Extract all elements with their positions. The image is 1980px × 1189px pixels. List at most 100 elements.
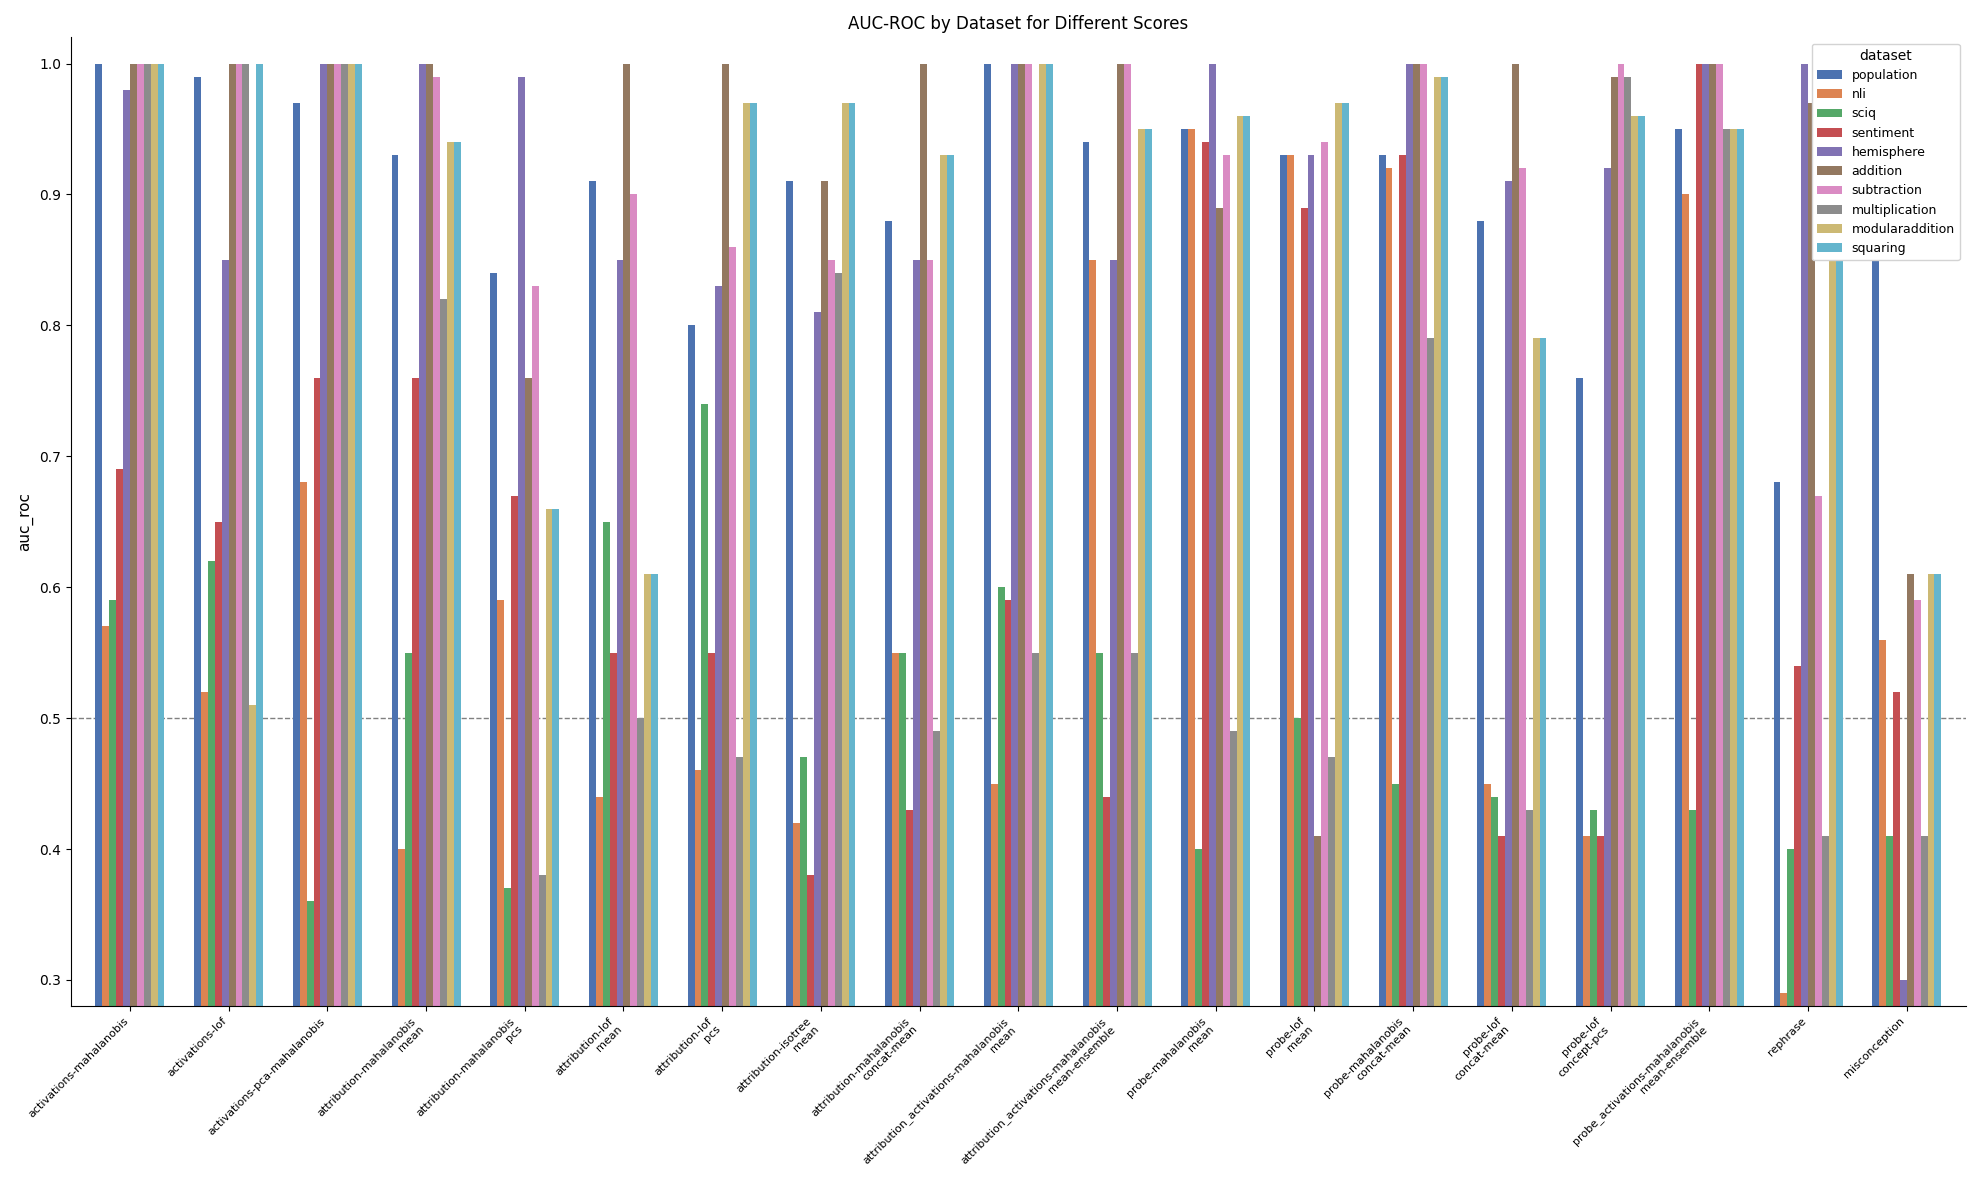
Bar [426,63,434,1189]
Bar [1398,155,1406,1189]
Bar [1538,339,1546,1189]
Bar [998,587,1004,1189]
Bar [440,300,447,1189]
Bar [1032,653,1040,1189]
Bar [1681,195,1687,1189]
Bar [1576,378,1582,1189]
Bar [517,76,525,1189]
Bar [341,63,348,1189]
Bar [1533,339,1538,1189]
Bar [800,757,806,1189]
Bar [1879,640,1885,1189]
Bar [1279,155,1287,1189]
Bar [1180,128,1188,1189]
Bar [616,260,624,1189]
Bar [1117,63,1123,1189]
Bar [820,182,828,1189]
Bar [709,653,715,1189]
Bar [695,770,701,1189]
Bar [913,260,919,1189]
Bar [1208,63,1216,1189]
Bar [1378,155,1384,1189]
Bar [1673,128,1681,1189]
Bar [1420,63,1426,1189]
Bar [1137,128,1144,1189]
Bar [313,378,321,1189]
Bar [214,522,222,1189]
Bar [236,63,242,1189]
Bar [1202,141,1208,1189]
Bar [806,875,814,1189]
Bar [208,561,214,1189]
Bar [1723,128,1729,1189]
Bar [1222,155,1230,1189]
Bar [1505,182,1511,1189]
Bar [1618,63,1624,1189]
Bar [307,901,313,1189]
Bar [434,76,440,1189]
Bar [1412,63,1420,1189]
Bar [1045,63,1051,1189]
Bar [1123,63,1131,1189]
Bar [891,653,899,1189]
Bar [1828,102,1835,1189]
Bar [1243,115,1249,1189]
Bar [242,63,249,1189]
Bar [1491,797,1497,1189]
Bar [1040,63,1045,1189]
Bar [1899,980,1907,1189]
Bar [145,63,150,1189]
Bar [194,76,200,1189]
Bar [1216,208,1222,1189]
Bar [1497,836,1505,1189]
Bar [602,522,610,1189]
Bar [1144,128,1150,1189]
Bar [984,63,990,1189]
Bar [255,63,263,1189]
Bar [1715,63,1723,1189]
Bar [200,692,208,1189]
Bar [327,63,335,1189]
Bar [1012,63,1018,1189]
Bar [1315,836,1321,1189]
Bar [150,63,158,1189]
Bar [503,888,511,1189]
Bar [299,483,307,1189]
Bar [1026,63,1032,1189]
Bar [1188,128,1194,1189]
Bar [1701,63,1709,1189]
Bar [1772,483,1780,1189]
Bar [1384,169,1392,1189]
Bar [1230,731,1236,1189]
Bar [1907,574,1913,1189]
Bar [1794,666,1800,1189]
Bar [1709,63,1715,1189]
Bar [1632,115,1637,1189]
Bar [588,182,596,1189]
Bar [814,313,820,1189]
Bar [1004,600,1012,1189]
Bar [1786,849,1794,1189]
Bar [1131,653,1137,1189]
Bar [1525,810,1533,1189]
Bar [137,63,145,1189]
Bar [406,653,412,1189]
Bar [1301,208,1307,1189]
Bar [1800,63,1808,1189]
Bar [392,155,398,1189]
Bar [453,141,461,1189]
Bar [940,155,946,1189]
Bar [701,404,709,1189]
Bar [624,63,630,1189]
Bar [293,102,299,1189]
Bar [933,731,940,1189]
Bar [729,247,737,1189]
Bar [1287,155,1293,1189]
Bar [531,287,539,1189]
Bar [596,797,602,1189]
Bar [919,63,927,1189]
Bar [1921,836,1927,1189]
Bar [847,102,855,1189]
Bar [1342,102,1348,1189]
Bar [420,63,426,1189]
